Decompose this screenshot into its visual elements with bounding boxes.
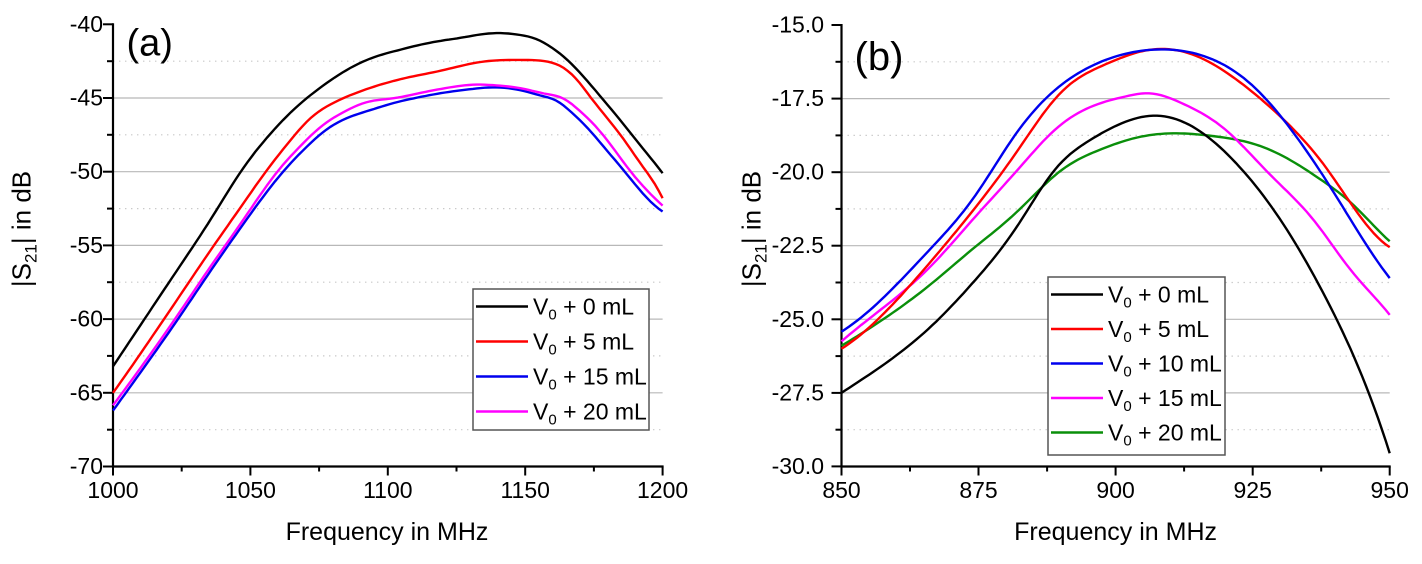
svg-text:V0 + 5 mL: V0 + 5 mL	[1108, 316, 1209, 346]
svg-text:925: 925	[1234, 477, 1272, 503]
svg-text:1150: 1150	[500, 477, 549, 503]
svg-text:1050: 1050	[225, 477, 276, 503]
svg-text:(b): (b)	[855, 35, 904, 79]
svg-text:V0 + 0 mL: V0 + 0 mL	[1108, 282, 1209, 312]
svg-text:1100: 1100	[363, 477, 412, 503]
svg-text:950: 950	[1371, 477, 1409, 503]
svg-text:|S21| in dB: |S21| in dB	[737, 171, 771, 287]
svg-text:-22.5: -22.5	[772, 232, 824, 258]
svg-text:1000: 1000	[87, 477, 138, 503]
svg-text:-25.0: -25.0	[772, 306, 824, 332]
svg-text:Frequency in MHz: Frequency in MHz	[1014, 518, 1217, 546]
svg-text:-65: -65	[70, 379, 103, 405]
svg-text:-45: -45	[70, 85, 103, 111]
svg-text:V0 + 15 mL: V0 + 15 mL	[1108, 385, 1222, 415]
svg-text:-30.0: -30.0	[772, 453, 824, 479]
svg-text:1200: 1200	[637, 477, 688, 503]
svg-text:-60: -60	[70, 306, 103, 332]
svg-text:850: 850	[822, 477, 860, 503]
svg-text:V0 + 0 mL: V0 + 0 mL	[533, 294, 634, 324]
svg-text:900: 900	[1096, 477, 1134, 503]
svg-text:-20.0: -20.0	[772, 159, 824, 185]
svg-text:(a): (a)	[127, 23, 173, 65]
svg-text:V0 + 20 mL: V0 + 20 mL	[533, 399, 647, 429]
svg-text:|S21| in dB: |S21| in dB	[7, 171, 41, 287]
svg-text:-70: -70	[70, 453, 103, 479]
svg-text:-40: -40	[70, 11, 103, 37]
svg-text:-17.5: -17.5	[772, 85, 824, 111]
svg-text:-15.0: -15.0	[772, 12, 824, 38]
svg-text:-27.5: -27.5	[772, 379, 824, 405]
svg-text:Frequency in MHz: Frequency in MHz	[286, 518, 489, 546]
svg-text:V0 + 5 mL: V0 + 5 mL	[533, 329, 634, 359]
svg-text:-50: -50	[70, 158, 103, 184]
svg-text:875: 875	[959, 477, 997, 503]
svg-text:-55: -55	[70, 232, 103, 258]
